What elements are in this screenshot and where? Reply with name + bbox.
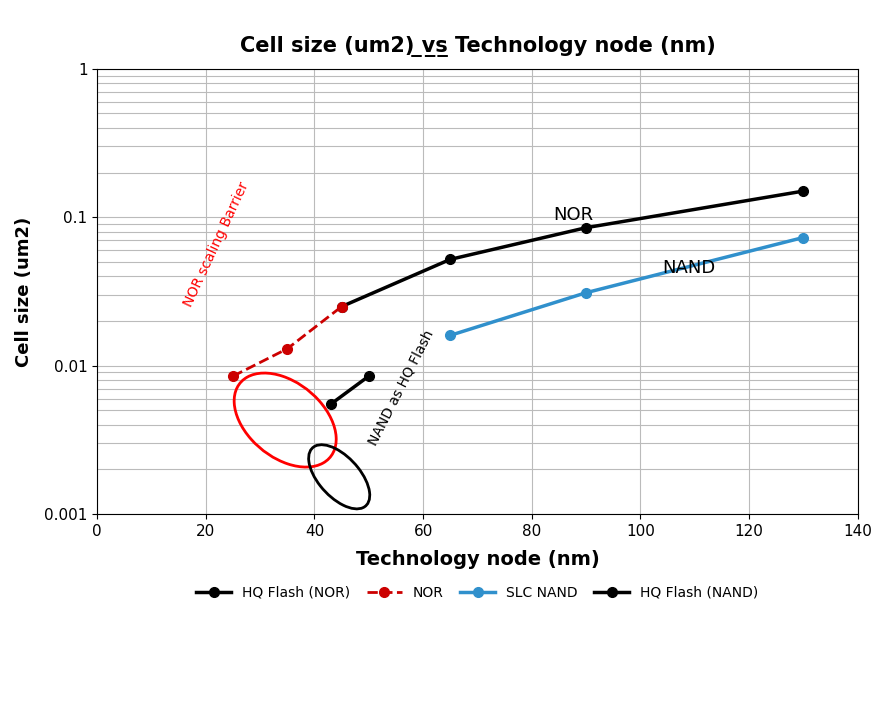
- Text: NAND as HQ Flash: NAND as HQ Flash: [366, 328, 436, 448]
- Text: NOR scaling Barrier: NOR scaling Barrier: [182, 180, 252, 309]
- Text: NOR: NOR: [553, 206, 593, 224]
- Legend: HQ Flash (NOR), NOR, SLC NAND, HQ Flash (NAND): HQ Flash (NOR), NOR, SLC NAND, HQ Flash …: [190, 580, 763, 605]
- Title: Cell size (um2) ̲v̲s̲ Technology node (nm): Cell size (um2) ̲v̲s̲ Technology node (n…: [239, 36, 714, 57]
- X-axis label: Technology node (nm): Technology node (nm): [355, 550, 599, 569]
- Text: NAND: NAND: [661, 259, 714, 277]
- Y-axis label: Cell size (um2): Cell size (um2): [15, 216, 33, 367]
